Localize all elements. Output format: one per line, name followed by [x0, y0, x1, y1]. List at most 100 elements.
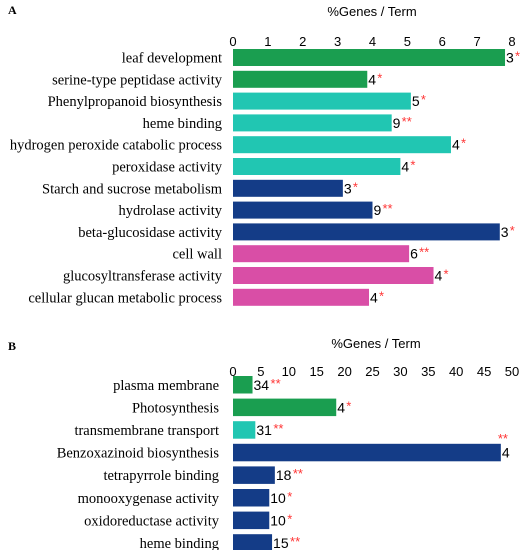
bar — [233, 489, 270, 507]
panel-b-x-ticks: 0 5 10 15 20 25 30 35 40 45 50 — [229, 364, 519, 379]
bar — [233, 158, 401, 175]
panel-b-bars — [233, 376, 501, 550]
x-tick-label: 45 — [477, 364, 491, 379]
x-tick-label: 7 — [474, 34, 481, 49]
bar-count-label: 10 — [270, 490, 286, 506]
bar-count-label: 4 — [337, 399, 345, 415]
significance-marker: ** — [498, 431, 508, 446]
panel-a-count-labels: 3 *4 *5 *9 **4 *4 *3 *9 **3 *6 **4 *4 * — [344, 49, 520, 306]
bar — [233, 398, 337, 417]
category-label: oxidoreductase activity — [84, 513, 220, 529]
x-tick-label: 0 — [229, 364, 236, 379]
significance-marker: ** — [273, 421, 283, 436]
panel-a-bars — [233, 49, 506, 306]
bar — [233, 179, 343, 197]
category-label: hydrolase activity — [119, 203, 223, 219]
significance-marker: ** — [419, 245, 429, 260]
significance-marker: * — [461, 136, 466, 151]
bar — [233, 136, 451, 154]
bar — [233, 70, 368, 88]
bar-count-label: 3 — [501, 224, 509, 240]
bar — [233, 534, 273, 550]
bar — [233, 288, 370, 306]
bar-count-label: 34 — [254, 377, 270, 393]
bar-count-label: 5 — [412, 93, 420, 109]
bar — [233, 223, 500, 241]
significance-marker: ** — [290, 534, 300, 549]
bar — [233, 245, 410, 263]
category-label: transmembrane transport — [74, 423, 219, 439]
bar-count-label: 15 — [273, 535, 289, 550]
bar-count-label: 3 — [344, 180, 352, 196]
category-label: heme binding — [140, 536, 219, 550]
significance-marker: ** — [383, 201, 393, 216]
x-tick-label: 15 — [309, 364, 323, 379]
panel-b-count-labels: 34 **4 *31 **4**18 **10 *10 *15 ** — [254, 376, 510, 550]
category-label: tetrapyrrole binding — [103, 468, 219, 484]
category-label: leaf development — [122, 51, 222, 67]
significance-marker: ** — [271, 376, 281, 391]
x-tick-label: 4 — [369, 34, 376, 49]
bar-count-label: 31 — [256, 422, 272, 438]
significance-marker: * — [377, 70, 382, 85]
x-tick-label: 8 — [508, 34, 515, 49]
x-tick-label: 35 — [421, 364, 435, 379]
bar-count-label: 4 — [370, 289, 378, 305]
category-label: glucosyltransferase activity — [63, 269, 223, 285]
significance-marker: * — [353, 179, 358, 194]
x-tick-label: 5 — [404, 34, 411, 49]
panel-a-x-ticks: 0 1 2 3 4 5 6 7 8 — [229, 34, 515, 49]
significance-marker: * — [515, 49, 520, 64]
category-label: Benzoxazinoid biosynthesis — [57, 446, 220, 462]
x-tick-label: 3 — [334, 34, 341, 49]
bar-count-label: 9 — [374, 202, 382, 218]
bar — [233, 267, 434, 284]
category-label: plasma membrane — [113, 378, 219, 394]
category-label: cellular glucan metabolic process — [28, 290, 222, 306]
significance-marker: * — [444, 267, 449, 282]
x-tick-label: 10 — [282, 364, 296, 379]
bar-count-label: 4 — [452, 137, 460, 153]
significance-marker: * — [287, 489, 292, 504]
bar-count-label: 9 — [393, 115, 401, 131]
x-tick-label: 5 — [257, 364, 264, 379]
bar-count-label: 4 — [368, 71, 376, 87]
category-label: beta-glucosidase activity — [78, 225, 222, 241]
bar — [233, 49, 506, 66]
category-label: Photosynthesis — [132, 400, 219, 416]
bar-count-label: 6 — [410, 246, 418, 262]
significance-marker: * — [421, 92, 426, 107]
bar-count-label: 10 — [270, 512, 286, 528]
x-tick-label: 40 — [449, 364, 463, 379]
category-label: serine-type peptidase activity — [52, 72, 223, 88]
x-tick-label: 1 — [264, 34, 271, 49]
bar-count-label: 4 — [435, 268, 443, 284]
category-label: peroxidase activity — [112, 160, 223, 176]
bar-count-label: 4 — [502, 445, 510, 461]
category-label: monooxygenase activity — [78, 491, 220, 507]
x-tick-label: 25 — [365, 364, 379, 379]
significance-marker: ** — [402, 114, 412, 129]
panel-b-label: B — [8, 339, 16, 353]
category-label: hydrogen peroxide catabolic process — [10, 138, 223, 154]
significance-marker: * — [379, 288, 384, 303]
panel-a-label: A — [8, 3, 17, 17]
panel-a: A %Genes / Term 0 1 2 3 4 5 6 7 8 leaf developme… — [8, 3, 520, 306]
x-tick-label: 30 — [393, 364, 407, 379]
significance-marker: * — [287, 511, 292, 526]
bar-count-label: 4 — [401, 159, 409, 175]
category-label: heme binding — [143, 116, 222, 132]
bar-count-label: 3 — [506, 50, 514, 66]
panel-b-category-labels: plasma membrane Photosynthesis transmembra… — [57, 378, 220, 550]
bar — [233, 201, 373, 219]
bar — [233, 92, 411, 110]
category-label: cell wall — [172, 247, 222, 263]
x-tick-label: 20 — [337, 364, 351, 379]
x-tick-label: 2 — [299, 34, 306, 49]
category-label: Phenylpropanoid biosynthesis — [48, 94, 223, 110]
bar — [233, 114, 392, 132]
significance-marker: ** — [293, 466, 303, 481]
significance-marker: * — [510, 223, 515, 238]
x-tick-label: 50 — [505, 364, 519, 379]
